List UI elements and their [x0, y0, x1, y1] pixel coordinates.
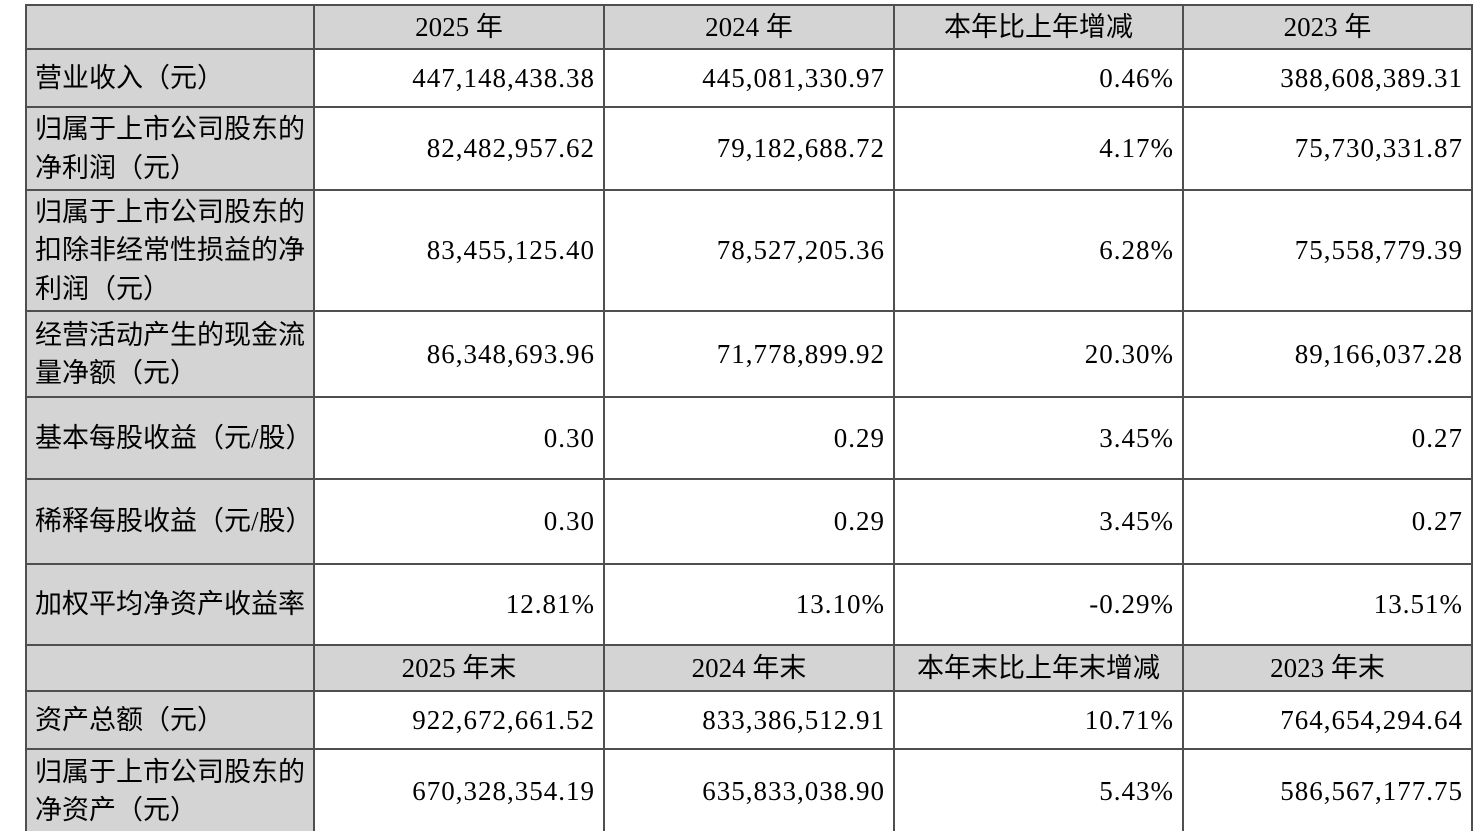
value-yoy-change: 3.45% — [893, 395, 1184, 480]
value-yearend-change: 10.71% — [893, 689, 1184, 750]
value-2025: 0.30 — [313, 477, 605, 565]
value-2025-end: 922,672,661.52 — [313, 689, 605, 750]
row-label: 营业收入（元） — [25, 48, 315, 109]
table-row-basic-eps: 基本每股收益（元/股） 0.30 0.29 3.45% 0.27 — [25, 395, 1473, 480]
value-2024: 445,081,330.97 — [603, 48, 895, 109]
table-row-net-profit-attributable: 归属于上市公司股东的净利润（元） 82,482,957.62 79,182,68… — [25, 106, 1473, 191]
value-2024: 0.29 — [603, 395, 895, 480]
header-cell-yearend-change: 本年末比上年末增减 — [893, 643, 1184, 692]
value-yoy-change: 3.45% — [893, 477, 1184, 565]
header-cell-empty — [25, 3, 315, 51]
value-2023: 75,730,331.87 — [1182, 106, 1473, 191]
value-2023: 13.51% — [1182, 562, 1473, 646]
header-cell-2023-end: 2023 年末 — [1182, 643, 1473, 692]
value-2025: 83,455,125.40 — [313, 188, 605, 312]
value-2023-end: 586,567,177.75 — [1182, 747, 1473, 831]
value-2024: 71,778,899.92 — [603, 309, 895, 398]
financial-summary-table: 2025 年 2024 年 本年比上年增减 2023 年 营业收入（元） 447… — [25, 3, 1473, 831]
header-cell-2025: 2025 年 — [313, 3, 605, 51]
table-header-annual: 2025 年 2024 年 本年比上年增减 2023 年 — [25, 3, 1473, 51]
row-label: 归属于上市公司股东的净利润（元） — [25, 106, 315, 191]
value-yoy-change: -0.29% — [893, 562, 1184, 646]
value-2023: 0.27 — [1182, 395, 1473, 480]
row-label: 加权平均净资产收益率 — [25, 562, 315, 646]
value-2024: 78,527,205.36 — [603, 188, 895, 312]
value-2023: 0.27 — [1182, 477, 1473, 565]
value-2025: 0.30 — [313, 395, 605, 480]
value-yoy-change: 0.46% — [893, 48, 1184, 109]
row-label: 归属于上市公司股东的扣除非经常性损益的净利润（元） — [25, 188, 315, 312]
table-header-year-end: 2025 年末 2024 年末 本年末比上年末增减 2023 年末 — [25, 643, 1473, 692]
header-cell-2025-end: 2025 年末 — [313, 643, 605, 692]
row-label: 资产总额（元） — [25, 689, 315, 750]
table-row-net-assets-attributable: 归属于上市公司股东的净资产（元） 670,328,354.19 635,833,… — [25, 747, 1473, 831]
value-yoy-change: 6.28% — [893, 188, 1184, 312]
value-2025: 447,148,438.38 — [313, 48, 605, 109]
value-2024: 13.10% — [603, 562, 895, 646]
table-row-operating-cash-flow: 经营活动产生的现金流量净额（元） 86,348,693.96 71,778,89… — [25, 309, 1473, 398]
row-label: 经营活动产生的现金流量净额（元） — [25, 309, 315, 398]
value-2023: 89,166,037.28 — [1182, 309, 1473, 398]
value-yearend-change: 5.43% — [893, 747, 1184, 831]
value-2025: 82,482,957.62 — [313, 106, 605, 191]
value-2024: 79,182,688.72 — [603, 106, 895, 191]
value-2025-end: 670,328,354.19 — [313, 747, 605, 831]
header-cell-2023: 2023 年 — [1182, 3, 1473, 51]
header-cell-2024-end: 2024 年末 — [603, 643, 895, 692]
value-2024-end: 833,386,512.91 — [603, 689, 895, 750]
value-2024: 0.29 — [603, 477, 895, 565]
value-2025: 86,348,693.96 — [313, 309, 605, 398]
row-label: 基本每股收益（元/股） — [25, 395, 315, 480]
header-cell-2024: 2024 年 — [603, 3, 895, 51]
table-row-diluted-eps: 稀释每股收益（元/股） 0.30 0.29 3.45% 0.27 — [25, 477, 1473, 565]
row-label: 归属于上市公司股东的净资产（元） — [25, 747, 315, 831]
header-cell-yoy-change: 本年比上年增减 — [893, 3, 1184, 51]
table-row-total-assets: 资产总额（元） 922,672,661.52 833,386,512.91 10… — [25, 689, 1473, 750]
value-2023-end: 764,654,294.64 — [1182, 689, 1473, 750]
row-label: 稀释每股收益（元/股） — [25, 477, 315, 565]
table-row-operating-revenue: 营业收入（元） 447,148,438.38 445,081,330.97 0.… — [25, 48, 1473, 109]
value-2023: 75,558,779.39 — [1182, 188, 1473, 312]
header-cell-empty — [25, 643, 315, 692]
value-2025: 12.81% — [313, 562, 605, 646]
table-row-weighted-avg-roe: 加权平均净资产收益率 12.81% 13.10% -0.29% 13.51% — [25, 562, 1473, 646]
value-yoy-change: 20.30% — [893, 309, 1184, 398]
table-row-net-profit-excl-nonrecurring: 归属于上市公司股东的扣除非经常性损益的净利润（元） 83,455,125.40 … — [25, 188, 1473, 312]
value-yoy-change: 4.17% — [893, 106, 1184, 191]
value-2023: 388,608,389.31 — [1182, 48, 1473, 109]
value-2024-end: 635,833,038.90 — [603, 747, 895, 831]
